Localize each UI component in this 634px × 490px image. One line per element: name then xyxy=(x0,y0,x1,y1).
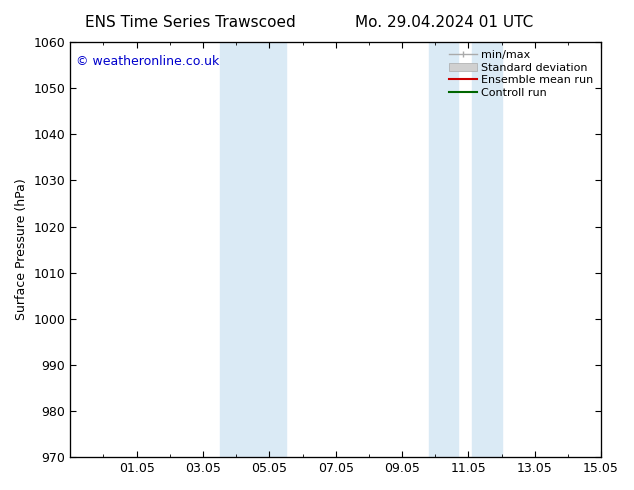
Bar xyxy=(472,42,501,457)
Text: © weatheronline.co.uk: © weatheronline.co.uk xyxy=(75,54,219,68)
Y-axis label: Surface Pressure (hPa): Surface Pressure (hPa) xyxy=(15,179,28,320)
Legend: min/max, Standard deviation, Ensemble mean run, Controll run: min/max, Standard deviation, Ensemble me… xyxy=(446,48,595,100)
Bar xyxy=(253,42,286,457)
Text: ENS Time Series Trawscoed: ENS Time Series Trawscoed xyxy=(85,15,295,30)
Bar xyxy=(429,42,458,457)
Bar xyxy=(219,42,253,457)
Text: Mo. 29.04.2024 01 UTC: Mo. 29.04.2024 01 UTC xyxy=(354,15,533,30)
